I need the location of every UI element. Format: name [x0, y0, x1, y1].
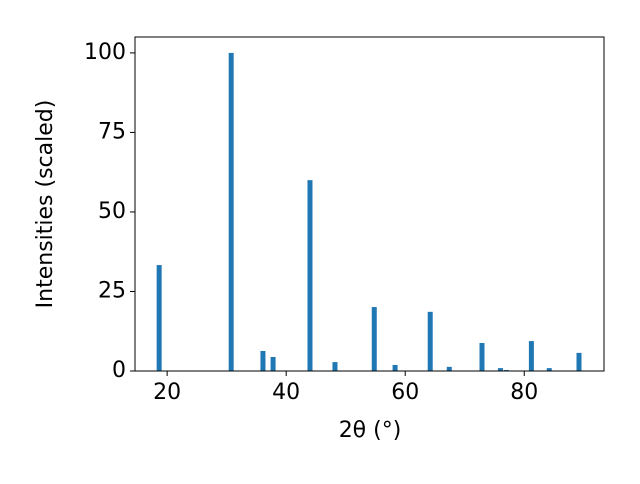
x-tick-label: 20 — [153, 380, 181, 405]
y-tick-label: 50 — [98, 199, 126, 224]
bar — [156, 265, 162, 371]
bar — [528, 341, 534, 371]
plot-frame — [134, 36, 605, 372]
y-tick-label: 0 — [112, 358, 126, 383]
bar — [307, 180, 313, 371]
bar — [260, 350, 266, 371]
bar — [546, 368, 552, 371]
bar — [497, 368, 503, 371]
bar — [479, 343, 485, 371]
x-tick-label: 40 — [272, 380, 300, 405]
bar — [576, 352, 582, 371]
x-tick-label: 80 — [510, 380, 538, 405]
bar — [446, 366, 452, 371]
bar — [332, 362, 338, 371]
bar — [392, 364, 398, 371]
y-tick-label: 25 — [98, 278, 126, 303]
y-axis-label: Intensities (scaled) — [33, 100, 58, 309]
bar — [270, 357, 276, 371]
y-tick-label: 75 — [98, 119, 126, 144]
bar — [371, 307, 377, 371]
bar — [427, 311, 433, 371]
bar — [228, 52, 234, 372]
x-axis-label: 2θ (°) — [339, 418, 402, 443]
y-tick-label: 100 — [84, 40, 126, 65]
x-tick-label: 60 — [391, 380, 419, 405]
